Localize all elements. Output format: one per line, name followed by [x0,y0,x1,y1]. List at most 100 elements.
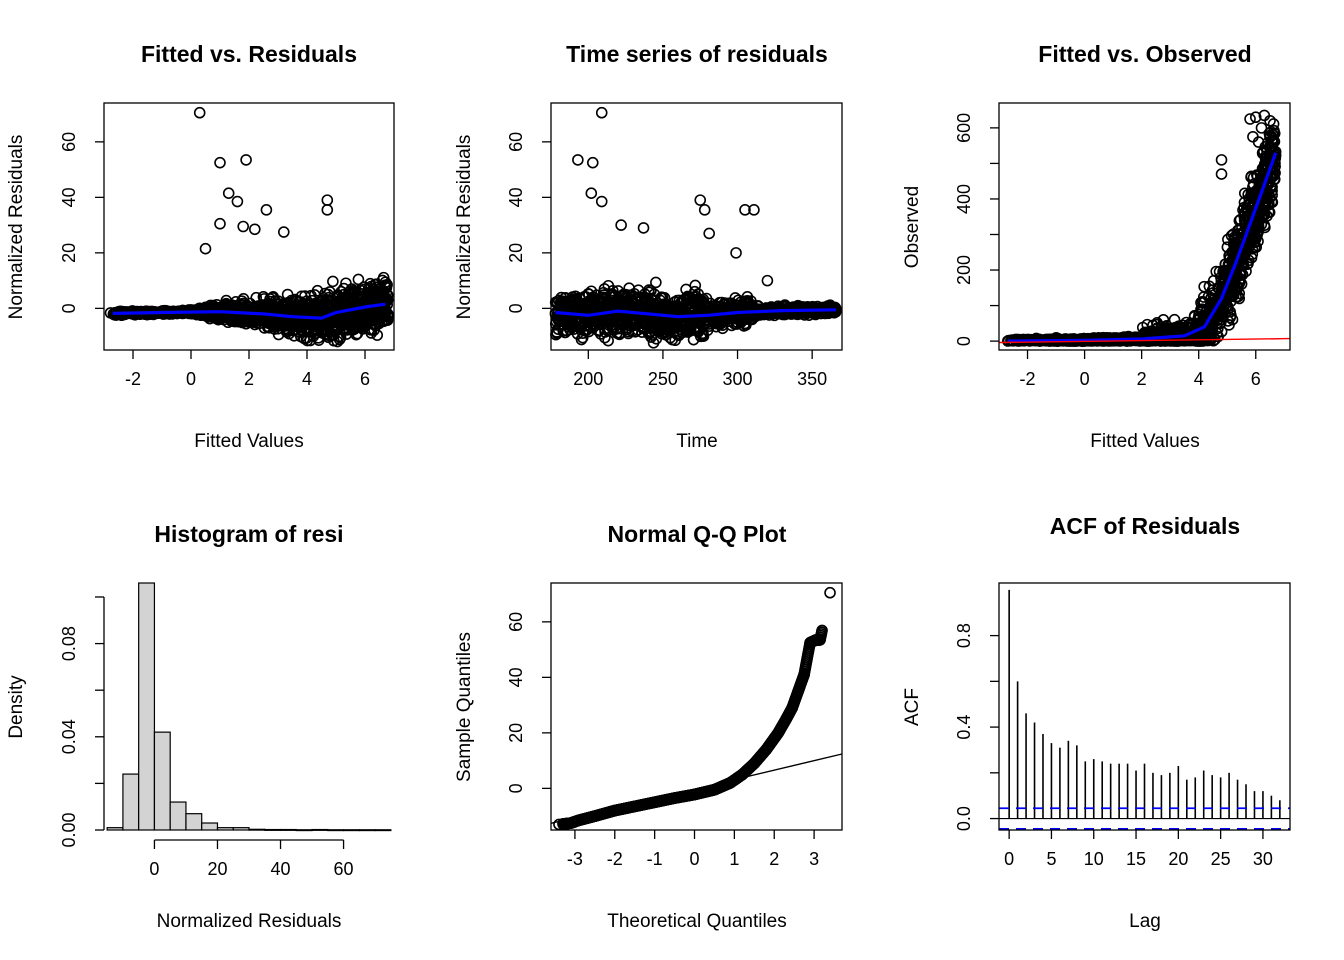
y-tick-label: 40 [506,187,526,207]
y-tick-label: 0 [954,336,974,346]
panel-histogram-of-resi: Histogram of resi Normalized Residuals D… [6,521,392,932]
x-tick-label: 0 [149,859,159,879]
data-point [694,194,707,206]
x-axis-label: Fitted Values [1090,431,1199,452]
point-cloud [549,276,842,349]
data-point [288,303,300,316]
x-tick-label: 250 [648,369,678,389]
data-point [341,324,353,336]
histogram-bar [342,829,360,832]
y-axis-label: Sample Quantiles [454,632,475,782]
y-axis-label: Normalized Residuals [454,135,475,320]
panel-time-series-of-residuals: Time series of residuals Time Normalized… [454,41,843,452]
data-point [278,297,290,310]
loess-smooth-line [112,302,386,320]
histogram-bar [122,773,140,831]
x-tick-label: 40 [271,859,291,879]
histogram-bar [248,828,266,831]
x-tick-label: 6 [1251,369,1261,389]
data-point [572,154,584,166]
histogram-bar [138,582,156,831]
data-point [271,306,284,318]
data-point [595,106,608,119]
data-point [327,275,339,288]
x-tick-label: 20 [207,859,227,879]
x-tick-label: -2 [125,369,141,389]
x-tick-label: 4 [1194,369,1204,389]
x-axis-label: Normalized Residuals [157,911,342,932]
data-point [240,154,252,166]
panel-title: Fitted vs. Residuals [141,41,357,67]
x-axis-label: Fitted Values [194,431,303,452]
data-point [1215,154,1228,166]
data-point [345,314,358,326]
x-tick-label: 200 [573,369,603,389]
y-tick-label: 0 [506,303,526,313]
data-point [356,290,369,303]
histogram-bar [106,827,124,831]
histogram-bar [327,829,345,832]
data-point [375,308,388,321]
data-point [261,321,274,334]
data-point [280,318,293,330]
data-point [379,279,391,291]
data-point [333,333,346,346]
panel-title: Fitted vs. Observed [1038,41,1251,67]
y-tick-label: 200 [954,255,974,285]
panel-normal-qq-plot: Normal Q-Q Plot Theoretical Quantiles Sa… [454,521,843,932]
data-point [222,187,235,199]
y-axis-label: Density [6,675,27,739]
y-tick-label: 20 [59,243,79,263]
data-point [260,204,273,216]
histogram-bar [311,828,329,831]
histogram-bar [153,731,171,831]
histogram-bar [295,829,313,832]
data-point [214,156,226,169]
data-point [586,156,599,169]
data-point [337,288,350,301]
data-point [214,217,226,230]
y-tick-label: 20 [506,243,526,263]
data-point [585,187,598,199]
data-point [321,194,334,206]
y-tick-label: 0.08 [59,626,79,661]
data-point [300,295,313,307]
data-point [615,219,627,231]
panel-title: Histogram of resi [154,521,343,547]
data-point [199,242,212,255]
data-point [380,295,393,307]
data-point [280,326,293,338]
data-point [637,222,650,234]
point-cloud [1002,118,1282,347]
data-point [1215,168,1228,180]
x-tick-label: 350 [797,369,827,389]
y-axis-label: Normalized Residuals [6,135,27,320]
y-tick-label: 400 [954,184,974,214]
data-point [326,300,338,313]
data-point [352,273,365,286]
x-tick-label: 0 [1080,369,1090,389]
data-point [237,220,249,233]
x-tick-label: 0 [186,369,196,389]
x-tick-label: 4 [302,369,312,389]
data-point [311,284,324,297]
histogram-bar [185,813,203,831]
data-point [259,310,272,323]
data-point [321,204,334,216]
histogram-bar [201,822,219,831]
y-tick-label: 600 [954,113,974,143]
panel-title: Time series of residuals [566,41,828,67]
data-point [293,326,306,339]
x-tick-label: 300 [723,369,753,389]
data-point [595,195,608,208]
data-point [761,274,774,287]
data-point [268,318,280,330]
data-point [703,227,715,240]
panel-title: Normal Q-Q Plot [608,521,787,547]
panel-fitted-vs-observed: Fitted vs. Observed Fitted Values Observ… [902,41,1291,452]
panel-fitted-vs-residuals: Fitted vs. Residuals Fitted Values Norma… [6,41,395,452]
data-point [362,283,375,295]
x-axis-label: Time [676,431,718,452]
